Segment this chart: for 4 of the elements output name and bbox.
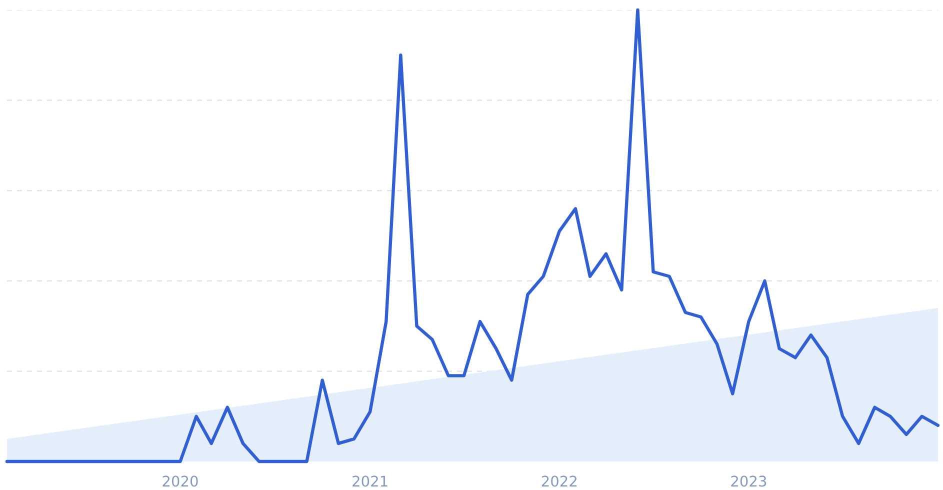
x-tick-label: 2023: [731, 476, 766, 487]
x-tick-label: 2022: [542, 476, 576, 487]
x-tick-label: 2020: [162, 476, 198, 487]
x-tick-label: 2021: [352, 476, 388, 487]
